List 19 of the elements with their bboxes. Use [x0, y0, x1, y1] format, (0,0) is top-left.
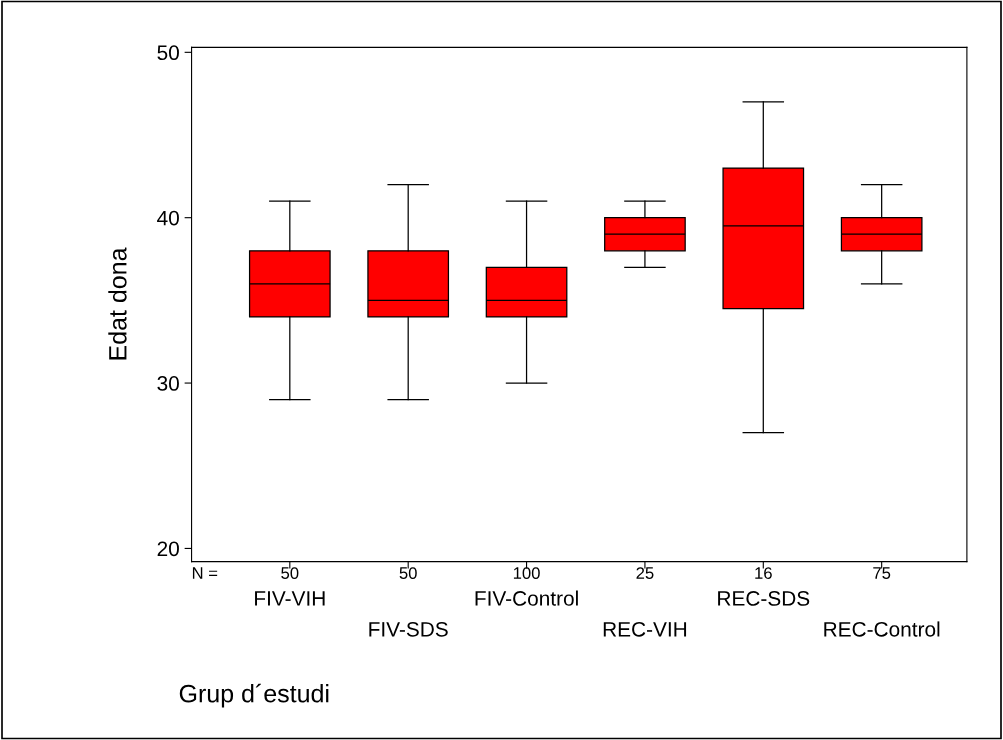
- y-axis-title: Edat dona: [108, 247, 127, 360]
- text: N =: [192, 567, 218, 579]
- text: 16: [755, 567, 772, 579]
- text: 50: [281, 567, 299, 579]
- y-tick-label: 50: [157, 45, 179, 61]
- x-axis-title: Grup d´estudi: [179, 683, 329, 708]
- y-tick-label: 30: [157, 376, 179, 391]
- y-tick-label: 40: [157, 210, 179, 226]
- x-tick-label: REC-Control: [824, 621, 940, 637]
- x-tick-label: REC-VIH: [603, 621, 687, 637]
- text: 75: [873, 567, 891, 579]
- x-tick-label: FIV-Control: [475, 590, 578, 606]
- text: 50: [399, 567, 417, 579]
- x-tick-label: REC-SDS: [718, 591, 810, 606]
- x-tick-label: FIV-VIH: [255, 591, 325, 606]
- text: 100: [513, 567, 540, 579]
- y-tick-label: 20: [157, 541, 179, 557]
- x-tick-label: FIV-SDS: [369, 621, 448, 637]
- text: 25: [636, 567, 654, 579]
